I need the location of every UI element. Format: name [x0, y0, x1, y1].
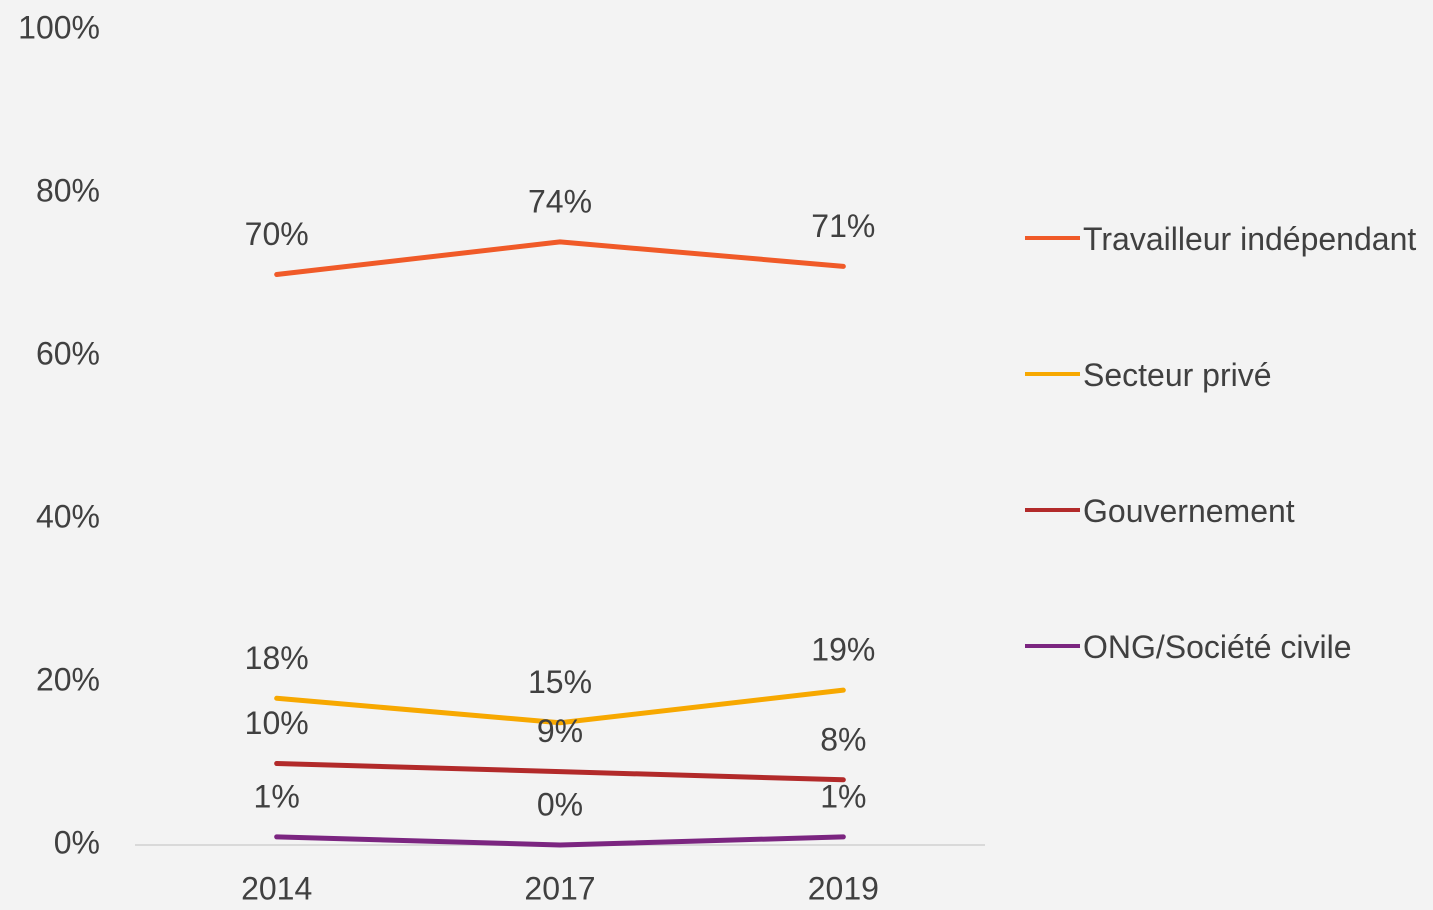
y-tick-label: 80%	[36, 172, 100, 208]
data-label: 74%	[528, 183, 592, 219]
data-label: 0%	[537, 786, 583, 822]
data-label: 18%	[245, 640, 309, 676]
data-label: 1%	[820, 778, 866, 814]
series-line	[274, 687, 846, 726]
data-label: 70%	[245, 216, 309, 252]
data-label: 10%	[245, 705, 309, 741]
legend-item: Travailleur indépendant	[1025, 218, 1433, 261]
legend-swatch	[1025, 508, 1080, 512]
legend-label: Travailleur indépendant	[1083, 221, 1417, 257]
y-tick-label: 0%	[54, 824, 100, 860]
series-line	[274, 239, 846, 277]
x-tick-label: 2014	[241, 870, 312, 906]
data-label: 8%	[820, 721, 866, 757]
legend-swatch	[1025, 644, 1080, 648]
data-label: 9%	[537, 713, 583, 749]
legend-label: Gouvernement	[1083, 493, 1295, 529]
data-label: 19%	[811, 632, 875, 668]
data-label: 15%	[528, 664, 592, 700]
legend-item: ONG/Société civile	[1025, 626, 1433, 669]
series-line	[274, 834, 846, 848]
legend-swatch	[1025, 236, 1080, 240]
data-label: 71%	[811, 208, 875, 244]
y-tick-label: 20%	[36, 661, 100, 697]
legend-label: Secteur privé	[1083, 357, 1272, 393]
y-tick-label: 100%	[18, 9, 100, 45]
y-tick-label: 40%	[36, 498, 100, 534]
legend-label: ONG/Société civile	[1083, 629, 1352, 665]
x-tick-label: 2019	[808, 870, 879, 906]
legend-item: Secteur privé	[1025, 354, 1433, 397]
x-tick-label: 2017	[524, 870, 595, 906]
y-tick-label: 60%	[36, 335, 100, 371]
legend-swatch	[1025, 372, 1080, 376]
legend-item: Gouvernement	[1025, 490, 1433, 533]
series-line	[274, 761, 846, 783]
data-label: 1%	[254, 778, 300, 814]
